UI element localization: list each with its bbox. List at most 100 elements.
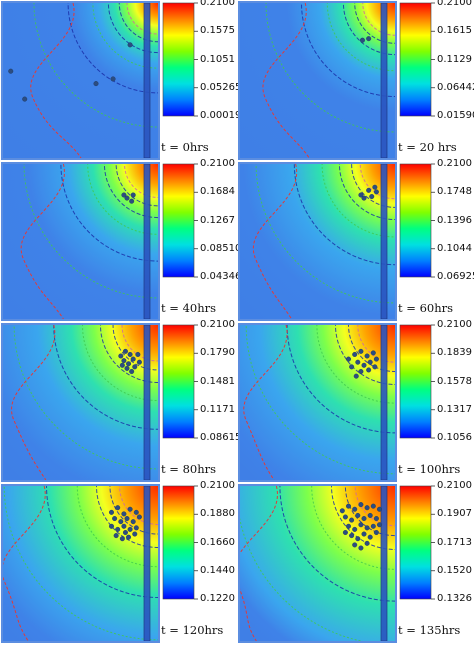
colorbar-tick-label: 0.2100 (437, 158, 472, 169)
panel-graphics (238, 162, 435, 321)
panel-4: 0.2100 0.1748 0.1396 0.1044 0.06925 t = 60hrs (237, 158, 474, 322)
panel-graphics (1, 323, 198, 482)
concentration-field (3, 164, 158, 319)
colorbar (162, 485, 195, 600)
cell-marker (112, 516, 118, 522)
cell-marker (127, 506, 133, 512)
concentration-field (240, 164, 395, 319)
cell-marker (355, 359, 361, 365)
cell-marker (373, 356, 379, 362)
cell-marker (130, 192, 136, 198)
colorbar-tick-label: 0.2100 (200, 158, 235, 169)
concentration-field (240, 3, 395, 158)
cell-marker (345, 503, 351, 509)
cell-marker (358, 369, 364, 375)
cell-marker (358, 192, 364, 198)
panel-2: 0.2100 0.1615 0.1129 0.06442 0.01590 t = 20 h… (237, 0, 474, 161)
colorbar-tick-label: 0.2100 (200, 0, 235, 8)
panel-5: 0.2100 0.1790 0.1481 0.1171 0.08615 t = 80hrs (0, 320, 241, 483)
colorbar (399, 2, 432, 117)
cell-marker (373, 530, 379, 536)
cell-marker (367, 534, 373, 540)
panel-3: 0.2100 0.1684 0.1267 0.08510 0.04346 t = 40hr… (0, 158, 241, 322)
cell-marker (121, 523, 127, 529)
time-label: t = 0hrs (161, 140, 209, 154)
colorbar-tick-label: 0.1880 (200, 508, 235, 520)
cell-marker (132, 364, 138, 370)
red-contour-line (30, 3, 82, 158)
colorbar-tick-label: 0.1044 (437, 242, 472, 254)
colorbar (399, 163, 432, 278)
cell-marker (22, 96, 28, 102)
panel-graphics (1, 1, 198, 160)
concentration-field (3, 325, 158, 480)
colorbar-tick-label: 0.06925 (437, 271, 474, 282)
panel-graphics (1, 162, 198, 321)
panel-graphics (238, 323, 435, 482)
cell-marker (124, 195, 130, 201)
colorbar-tick-label: 0.1615 (437, 25, 472, 37)
vessel-bar (380, 3, 388, 158)
contour-line (334, 325, 395, 386)
time-label: t = 100hrs (398, 462, 461, 476)
cell-marker (118, 519, 124, 525)
colorbar-tick-label: 0.1790 (200, 347, 235, 359)
cell-marker (349, 517, 355, 523)
cell-marker (127, 526, 133, 532)
cell-marker (359, 37, 365, 43)
cell-marker (108, 509, 114, 515)
cell-marker (345, 356, 351, 362)
cell-marker (133, 509, 139, 515)
cell-marker (121, 192, 127, 198)
panel-7: 0.2100 0.1880 0.1660 0.1440 0.1220 t = 120hrs (0, 480, 237, 644)
cell-marker (115, 505, 121, 511)
colorbar-tick-label: 0.0001988 (200, 110, 255, 121)
cell-marker (358, 348, 364, 354)
cell-marker (370, 523, 376, 529)
cell-marker (349, 364, 355, 370)
colorbar-tick-label: 0.1713 (437, 536, 472, 548)
cell-marker (352, 542, 358, 548)
contour-line (119, 486, 158, 525)
concentration-field (240, 325, 395, 480)
cell-marker (353, 373, 359, 379)
colorbar (162, 2, 195, 117)
colorbar-tick-label: 0.1326 (437, 593, 472, 604)
colorbar-tick-label: 0.1396 (437, 214, 472, 226)
cell-marker (119, 536, 125, 542)
colorbar-tick-label: 0.04346 (200, 271, 242, 282)
panel-6: 0.2100 0.1839 0.1578 0.1317 0.1056 t = 100hrs (237, 320, 474, 483)
red-contour-line (240, 486, 278, 641)
cell-marker (130, 519, 136, 525)
cell-marker (352, 526, 358, 532)
cell-marker (126, 534, 132, 540)
colorbar-tick-label: 0.1520 (437, 564, 472, 576)
cell-marker (358, 502, 364, 508)
vessel-bar (380, 164, 388, 319)
red-contour-line (252, 164, 298, 319)
cell-marker (361, 362, 367, 368)
cell-marker (345, 523, 351, 529)
time-label: t = 135hrs (398, 623, 461, 637)
cell-marker (372, 184, 378, 190)
panel-1: 0.2100 0.1575 0.1051 0.05265 0.0001988 t = 0h… (0, 0, 254, 161)
cell-marker (126, 361, 132, 367)
colorbar-tick-label: 0.1575 (200, 25, 235, 37)
colorbar (162, 324, 195, 439)
colorbar-tick-label: 0.1839 (437, 347, 472, 359)
time-label: t = 40hrs (161, 301, 217, 315)
vessel-bar (380, 325, 388, 480)
cell-marker (361, 531, 367, 537)
cell-marker (352, 351, 358, 357)
cell-marker (122, 348, 128, 354)
panel-graphics (238, 1, 435, 160)
colorbar-tick-label: 0.2100 (200, 480, 235, 491)
cell-marker (361, 516, 367, 522)
colorbar-tick-label: 0.1481 (200, 375, 235, 387)
cell-marker (127, 351, 133, 357)
panel-graphics (1, 484, 198, 643)
cell-marker (136, 359, 142, 365)
cell-marker (366, 367, 372, 373)
panel-8: 0.2100 0.1907 0.1713 0.1520 0.1326 t = 135hrs (237, 481, 474, 644)
colorbar-tick-label: 0.1684 (200, 186, 235, 198)
